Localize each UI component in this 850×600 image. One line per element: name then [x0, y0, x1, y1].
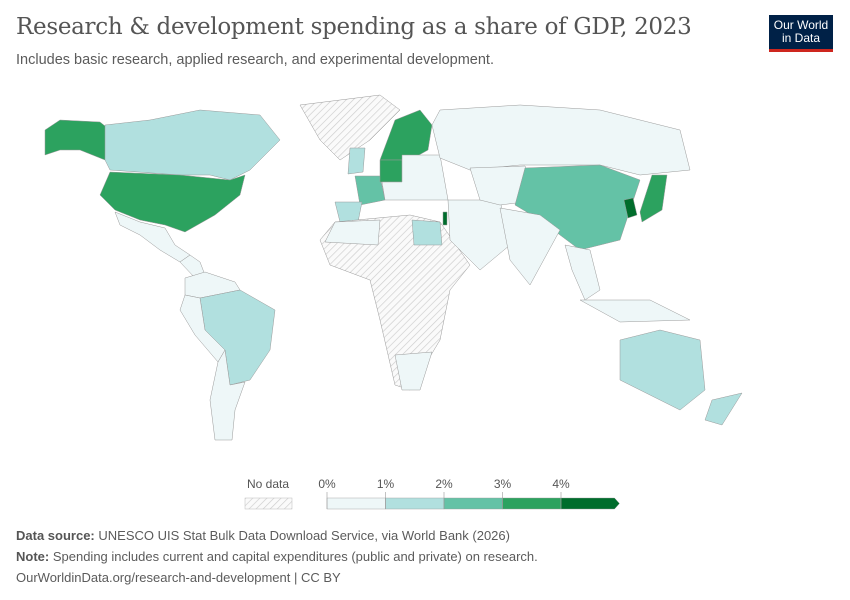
united-states[interactable]: [99, 171, 246, 233]
legend-tick-label: 4%: [552, 477, 570, 491]
footer-url[interactable]: OurWorldinData.org/research-and-developm…: [16, 570, 341, 585]
central-america[interactable]: [179, 254, 206, 279]
israel[interactable]: [442, 211, 448, 226]
legend-tick-label: 2%: [435, 477, 453, 491]
legend-tick-label: 3%: [494, 477, 512, 491]
germany[interactable]: [379, 159, 403, 183]
canada[interactable]: [104, 109, 281, 181]
legend-no-data-label: No data: [247, 477, 289, 491]
legend-bin-3[interactable]: [502, 497, 562, 510]
chart-title: Research & development spending as a sha…: [16, 14, 692, 40]
legend-tick-label: 0%: [318, 477, 336, 491]
south-korea[interactable]: [623, 197, 638, 219]
alaska-us[interactable]: [44, 119, 111, 161]
chart-subtitle: Includes basic research, applied researc…: [16, 52, 494, 68]
spain[interactable]: [334, 201, 363, 223]
world-map[interactable]: [0, 80, 850, 470]
greenland[interactable]: [299, 94, 401, 161]
legend-bin-2[interactable]: [443, 497, 503, 510]
japan[interactable]: [639, 174, 668, 223]
egypt[interactable]: [411, 219, 443, 246]
indonesia[interactable]: [579, 299, 691, 323]
legend-bin-4[interactable]: [560, 497, 620, 510]
new-zealand[interactable]: [704, 392, 743, 426]
south-africa[interactable]: [394, 351, 433, 391]
australia[interactable]: [619, 329, 706, 411]
argentina-chile[interactable]: [209, 349, 246, 441]
north-africa-west[interactable]: [324, 219, 381, 246]
legend: No data 0% 1% 2% 3% 4%: [240, 475, 620, 520]
southeast-asia[interactable]: [564, 244, 601, 301]
legend-bin-1[interactable]: [385, 497, 445, 510]
russia[interactable]: [431, 104, 691, 176]
united-kingdom[interactable]: [347, 147, 366, 175]
legend-bin-0[interactable]: [326, 497, 386, 510]
china[interactable]: [514, 164, 641, 251]
legend-no-data-swatch: [244, 497, 293, 510]
owid-logo[interactable]: Our World in Data: [769, 15, 833, 52]
legend-tick-label: 1%: [377, 477, 395, 491]
india[interactable]: [499, 207, 561, 286]
data-source: Data source: UNESCO UIS Stat Bulk Data D…: [16, 528, 510, 543]
note: Note: Spending includes current and capi…: [16, 549, 538, 564]
